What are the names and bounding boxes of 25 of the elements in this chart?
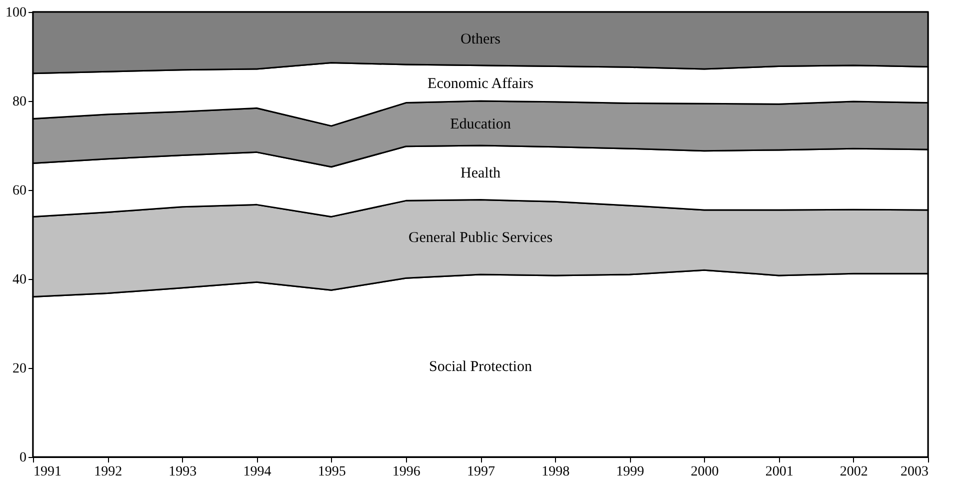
x-tick-label: 2003: [900, 464, 928, 480]
x-tick-label: 2000: [690, 464, 719, 480]
y-tick-label: 80: [12, 94, 26, 110]
x-tick-label: 1995: [318, 464, 346, 480]
series-label: Health: [460, 166, 501, 182]
series-label: Economic Affairs: [428, 76, 534, 92]
x-tick-label: 1992: [94, 464, 122, 480]
x-tick-label: 1994: [243, 464, 272, 480]
series-label: Education: [450, 116, 512, 132]
x-tick-label: 1997: [467, 464, 495, 480]
y-tick-label: 60: [12, 184, 26, 198]
x-tick-label: 1993: [168, 464, 197, 480]
y-tick-label: 100: [6, 6, 26, 20]
x-tick-label: 2002: [840, 464, 868, 480]
series-label: Social Protection: [429, 358, 532, 375]
y-tick-label: 20: [12, 362, 26, 376]
y-tick-label: 40: [12, 272, 26, 288]
series-label: Others: [460, 32, 501, 48]
x-tick-label: 1996: [392, 464, 420, 480]
x-tick-label: 1998: [542, 464, 570, 480]
x-tick-label: 2001: [765, 464, 794, 480]
x-tick-label: 1999: [616, 464, 644, 480]
y-tick-label: 0: [20, 450, 26, 466]
x-tick-label: 1991: [34, 464, 62, 480]
series-label: General Public Services: [408, 230, 553, 246]
